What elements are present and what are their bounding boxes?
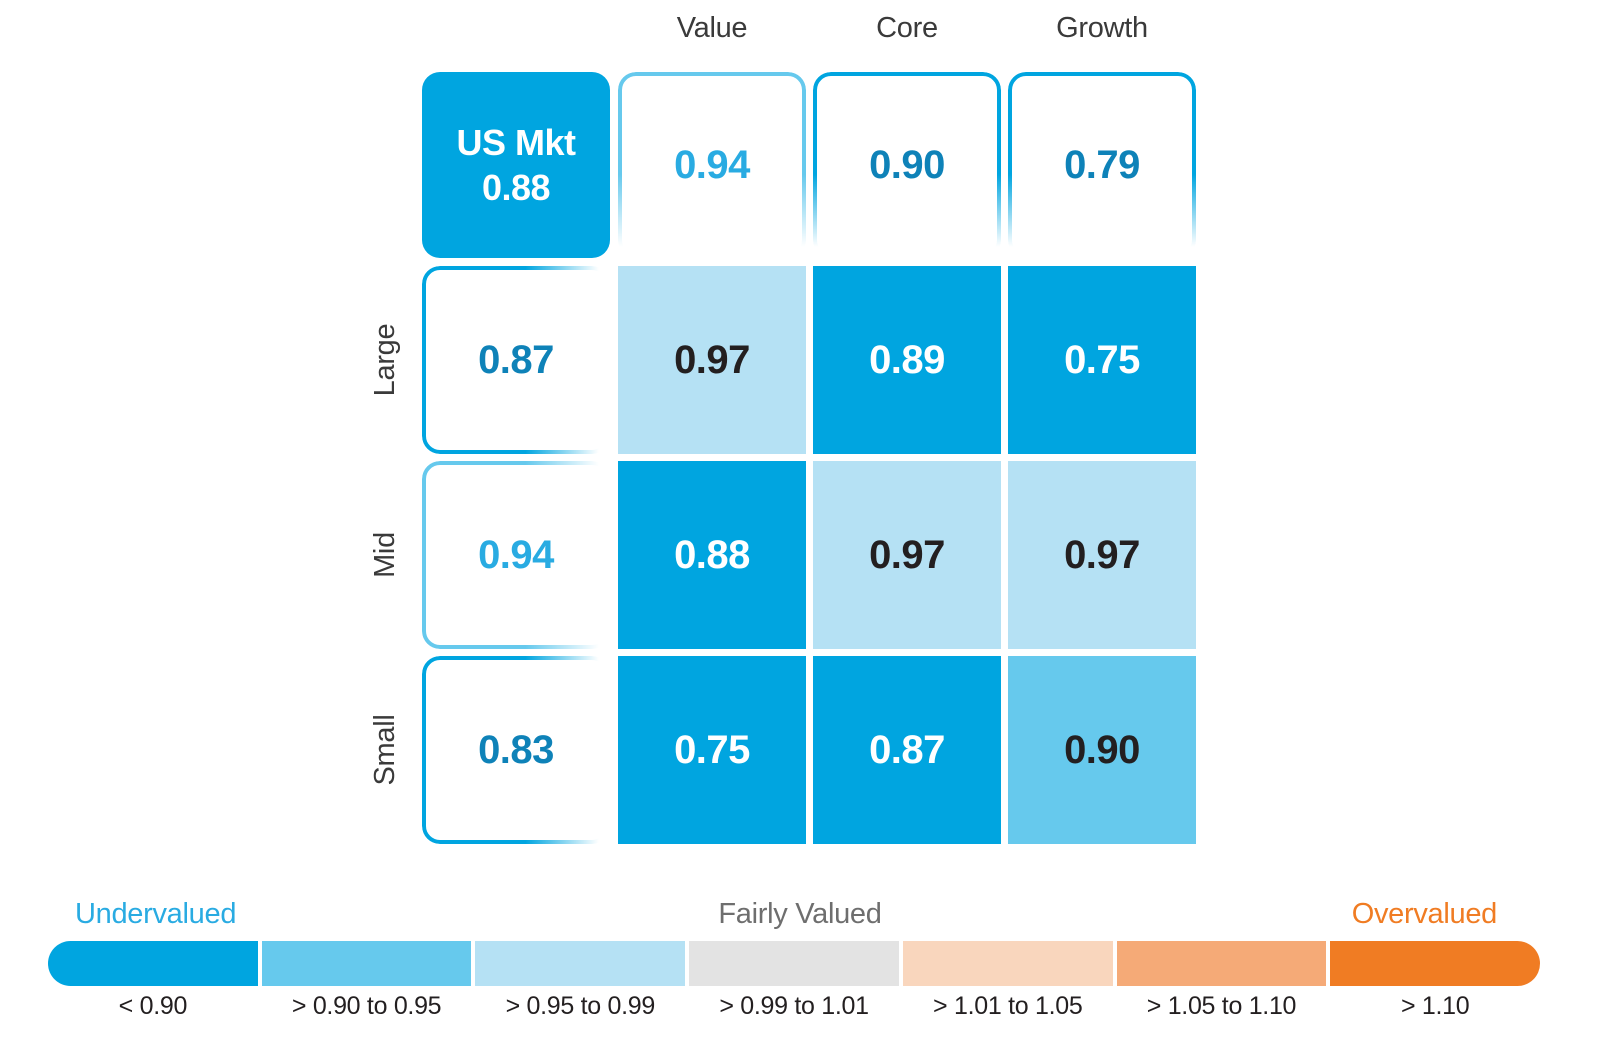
legend-segment-4	[689, 941, 899, 986]
row-value: 0.94	[478, 532, 554, 577]
column-value: 0.79	[1064, 142, 1140, 187]
column-value: 0.90	[869, 142, 945, 187]
us-market-value: 0.88	[481, 167, 551, 208]
row-value-box-small: 0.83	[422, 656, 610, 844]
column-header-growth: Growth	[1056, 12, 1148, 44]
row-header-large: Large	[369, 323, 401, 397]
legend-range-label: > 1.05 to 1.10	[1146, 992, 1297, 1020]
legend-range-label: > 1.10	[1400, 992, 1470, 1020]
row-value: 0.87	[478, 337, 554, 382]
legend-segment-1	[48, 941, 258, 986]
legend-range-label: < 0.90	[118, 992, 188, 1020]
us-market-label: US Mkt	[456, 122, 576, 163]
legend-color-scale	[48, 941, 1541, 986]
legend-title-overvalued: Overvalued	[1351, 898, 1498, 930]
cell-small-growth: 0.90	[1008, 656, 1196, 844]
legend-range-label: > 0.90 to 0.95	[291, 992, 442, 1020]
column-header-core: Core	[876, 12, 938, 44]
legend-title-fairly-valued: Fairly Valued	[718, 898, 882, 930]
legend-segment-6	[1116, 941, 1327, 986]
us-market-cell: US Mkt 0.88	[422, 72, 610, 258]
row-value-box-large: 0.87	[422, 266, 610, 454]
legend-range-labels: < 0.90 > 0.90 to 0.95 > 0.95 to 0.99 > 0…	[48, 992, 1540, 1021]
column-header-value: Value	[676, 12, 748, 44]
cell-small-core: 0.87	[813, 656, 1001, 844]
column-value-box-core: 0.90	[813, 72, 1001, 258]
row-header-mid: Mid	[369, 532, 401, 578]
legend-segment-2	[261, 941, 472, 986]
cell-mid-value: 0.88	[618, 461, 806, 649]
legend-segment-5	[902, 941, 1113, 986]
legend-range-label: > 1.01 to 1.05	[933, 992, 1083, 1020]
row-header-small: Small	[369, 714, 401, 786]
cell-large-core: 0.89	[813, 266, 1001, 454]
column-value-box-value: 0.94	[618, 72, 806, 258]
row-value-box-mid: 0.94	[422, 461, 610, 649]
cell-small-value: 0.75	[618, 656, 806, 844]
legend-title-undervalued: Undervalued	[75, 898, 237, 930]
cell-mid-core: 0.97	[813, 461, 1001, 649]
legend-range-label: > 0.99 to 1.01	[719, 992, 869, 1020]
column-value-box-growth: 0.79	[1008, 72, 1196, 258]
legend-segment-7	[1330, 941, 1541, 986]
cell-mid-growth: 0.97	[1008, 461, 1196, 649]
row-value: 0.83	[478, 727, 554, 772]
cell-large-value: 0.97	[618, 266, 806, 454]
cell-large-growth: 0.75	[1008, 266, 1196, 454]
column-value: 0.94	[674, 142, 750, 187]
legend-range-label: > 0.95 to 0.99	[505, 992, 656, 1020]
legend-segment-3	[475, 941, 686, 986]
